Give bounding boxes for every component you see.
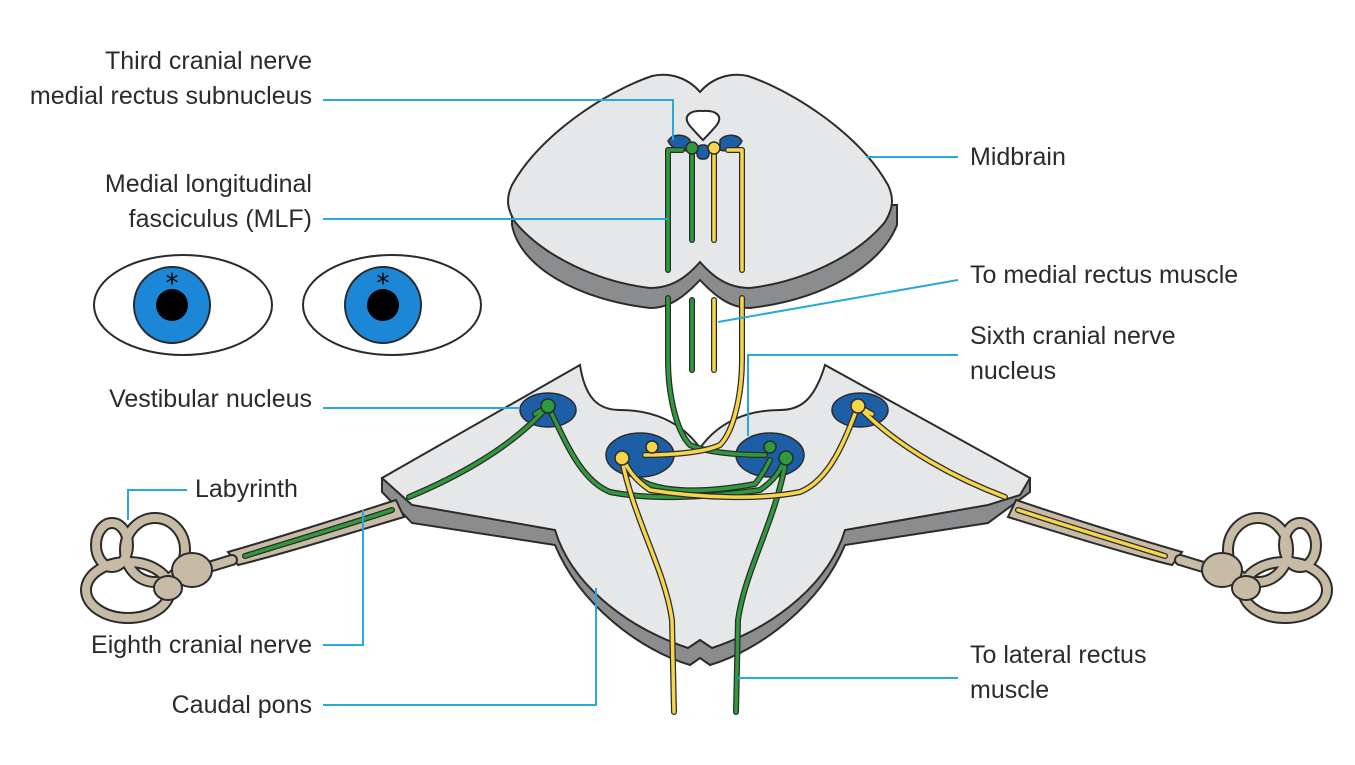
- eye-left: [93, 254, 273, 356]
- yellow-pathways: [619, 147, 1008, 715]
- label-to-lateral-line2: muscle: [970, 676, 1050, 704]
- label-third-nerve-line1: Third cranial nerve: [104, 47, 312, 75]
- label-labyrinth-text: Labyrinth: [195, 475, 298, 503]
- label-mlf: Medial longitudinal fasciculus (MLF): [105, 167, 312, 237]
- label-mlf-line2: fasciculus (MLF): [128, 205, 312, 233]
- midbrain: [507, 73, 898, 310]
- leader-lines: [127, 99, 959, 706]
- eighth-nerve-right: [1006, 498, 1184, 567]
- leader-medial-rectus: [717, 279, 959, 323]
- eye-marker-right: *: [377, 269, 390, 299]
- caudal-pons: [380, 363, 1032, 667]
- label-to-lateral-rectus: To lateral rectus muscle: [970, 638, 1146, 708]
- label-mlf-line1: Medial longitudinal: [104, 170, 312, 198]
- label-labyrinth: Labyrinth: [195, 472, 298, 507]
- label-to-lateral-line1: To lateral rectus: [970, 641, 1147, 669]
- labyrinth-left: [80, 512, 238, 624]
- leader-caudal-pons: [323, 588, 597, 706]
- third-nerve-subnucleus-mid: [696, 144, 710, 160]
- green-pathways: [406, 147, 789, 715]
- label-to-medial-rectus: To medial rectus muscle: [970, 258, 1238, 293]
- cell-bodies: [540, 141, 866, 466]
- eighth-nerve-right-fiber: [1016, 508, 1167, 558]
- leader-labyrinth: [127, 489, 187, 520]
- label-sixth-nerve-line1: Sixth cranial nerve: [970, 322, 1176, 350]
- label-third-nerve: Third cranial nerve medial rectus subnuc…: [30, 44, 312, 114]
- leader-sixth-nerve: [747, 354, 958, 436]
- midbrain-face: [507, 73, 893, 290]
- label-vestibular-text: Vestibular nucleus: [109, 385, 312, 413]
- label-sixth-nerve: Sixth cranial nerve nucleus: [970, 319, 1176, 389]
- label-midbrain-text: Midbrain: [970, 143, 1066, 171]
- eighth-nerve-left: [226, 498, 406, 567]
- label-midbrain: Midbrain: [970, 140, 1066, 175]
- label-sixth-nerve-line2: nucleus: [970, 357, 1057, 385]
- cerebral-aqueduct: [685, 109, 721, 142]
- pupil-left: [156, 289, 188, 321]
- label-eighth-nerve: Eighth cranial nerve: [91, 628, 312, 663]
- leader-third-nerve: [323, 99, 674, 140]
- label-vestibular-nucleus: Vestibular nucleus: [109, 382, 312, 417]
- label-to-medial-rectus-text: To medial rectus muscle: [970, 261, 1239, 289]
- pons-face: [380, 363, 1032, 650]
- labyrinth-right: [1174, 512, 1333, 624]
- eye-right: [302, 254, 482, 356]
- pupil-right: [367, 289, 399, 321]
- eye-marker-left: *: [166, 269, 179, 299]
- label-eighth-nerve-text: Eighth cranial nerve: [91, 631, 312, 659]
- label-third-nerve-line2: medial rectus subnucleus: [29, 82, 312, 110]
- leader-eighth-nerve: [323, 510, 364, 646]
- label-caudal-pons-text: Caudal pons: [171, 691, 312, 719]
- label-caudal-pons: Caudal pons: [172, 688, 312, 723]
